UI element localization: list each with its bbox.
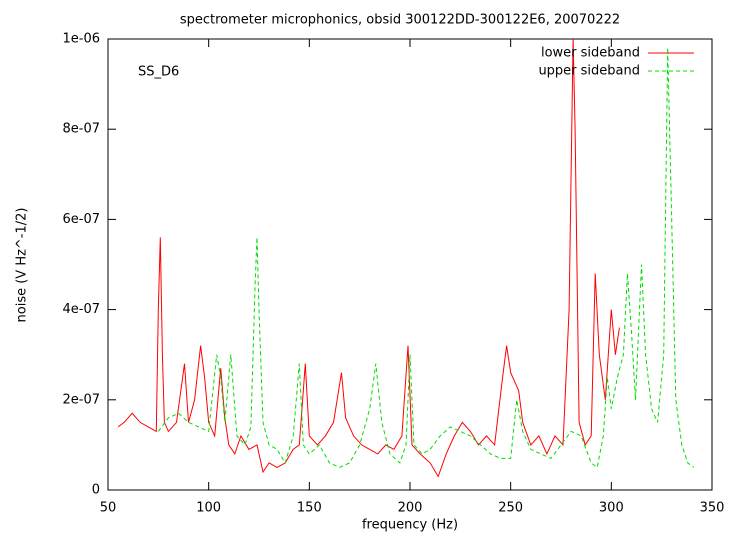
x-tick-label: 150: [297, 501, 322, 516]
y-tick-label: 0: [92, 483, 100, 498]
y-axis-label: noise (V Hz^-1/2): [15, 208, 30, 323]
x-axis-label: frequency (Hz): [362, 518, 458, 533]
y-tick-label: 1e-06: [62, 32, 100, 47]
series-line: [117, 38, 620, 478]
x-tick-label: 100: [196, 501, 221, 516]
x-tick-label: 200: [398, 501, 423, 516]
x-tick-label: 250: [498, 501, 523, 516]
y-tick-label: 4e-07: [62, 302, 100, 317]
legend-label: lower sideband: [541, 46, 640, 61]
chart-title: spectrometer microphonics, obsid 300122D…: [180, 13, 620, 28]
y-tick-label: 6e-07: [62, 212, 100, 227]
y-tick-label: 8e-07: [62, 122, 100, 137]
y-tick-label: 2e-07: [62, 392, 100, 407]
x-tick-label: 300: [599, 501, 624, 516]
x-tick-label: 350: [700, 501, 725, 516]
legend-label: upper sideband: [538, 64, 640, 79]
series-line: [157, 47, 695, 469]
annotation: SS_D6: [138, 65, 179, 80]
plot-border: [107, 38, 713, 491]
x-tick-label: 50: [100, 501, 117, 516]
